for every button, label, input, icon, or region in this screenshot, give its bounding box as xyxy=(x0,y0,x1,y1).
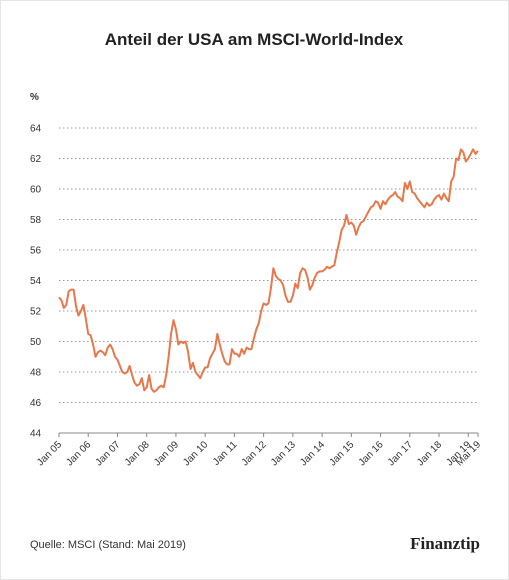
y-tick-label: 64 xyxy=(30,124,42,135)
y-tick-label: 46 xyxy=(30,398,42,409)
source: Quelle: MSCI (Stand: Mai 2019) xyxy=(30,539,186,551)
line xyxy=(58,148,479,393)
y-tick-label: 48 xyxy=(30,368,42,379)
y-tick-label: 58 xyxy=(30,215,42,226)
chart-title: Anteil der USA am MSCI-World-Index xyxy=(105,30,404,49)
y-tick-label: 62 xyxy=(30,154,42,165)
y-tick-label: 52 xyxy=(30,307,42,318)
y-tick-label: 44 xyxy=(30,429,42,440)
y-tick-label: 54 xyxy=(30,276,42,287)
y-tick-label: 50 xyxy=(30,337,42,348)
brand: Finanztip xyxy=(410,534,480,553)
y-tick-label: 56 xyxy=(30,246,42,257)
y-unit: % xyxy=(30,92,39,103)
y-tick-label: 60 xyxy=(30,185,42,196)
